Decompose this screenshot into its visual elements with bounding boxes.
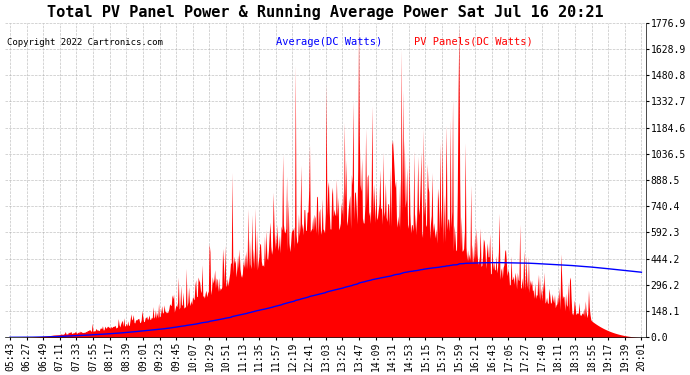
Text: PV Panels(DC Watts): PV Panels(DC Watts) — [414, 37, 533, 47]
Text: Average(DC Watts): Average(DC Watts) — [276, 37, 382, 47]
Title: Total PV Panel Power & Running Average Power Sat Jul 16 20:21: Total PV Panel Power & Running Average P… — [48, 4, 604, 20]
Text: Copyright 2022 Cartronics.com: Copyright 2022 Cartronics.com — [7, 38, 163, 47]
